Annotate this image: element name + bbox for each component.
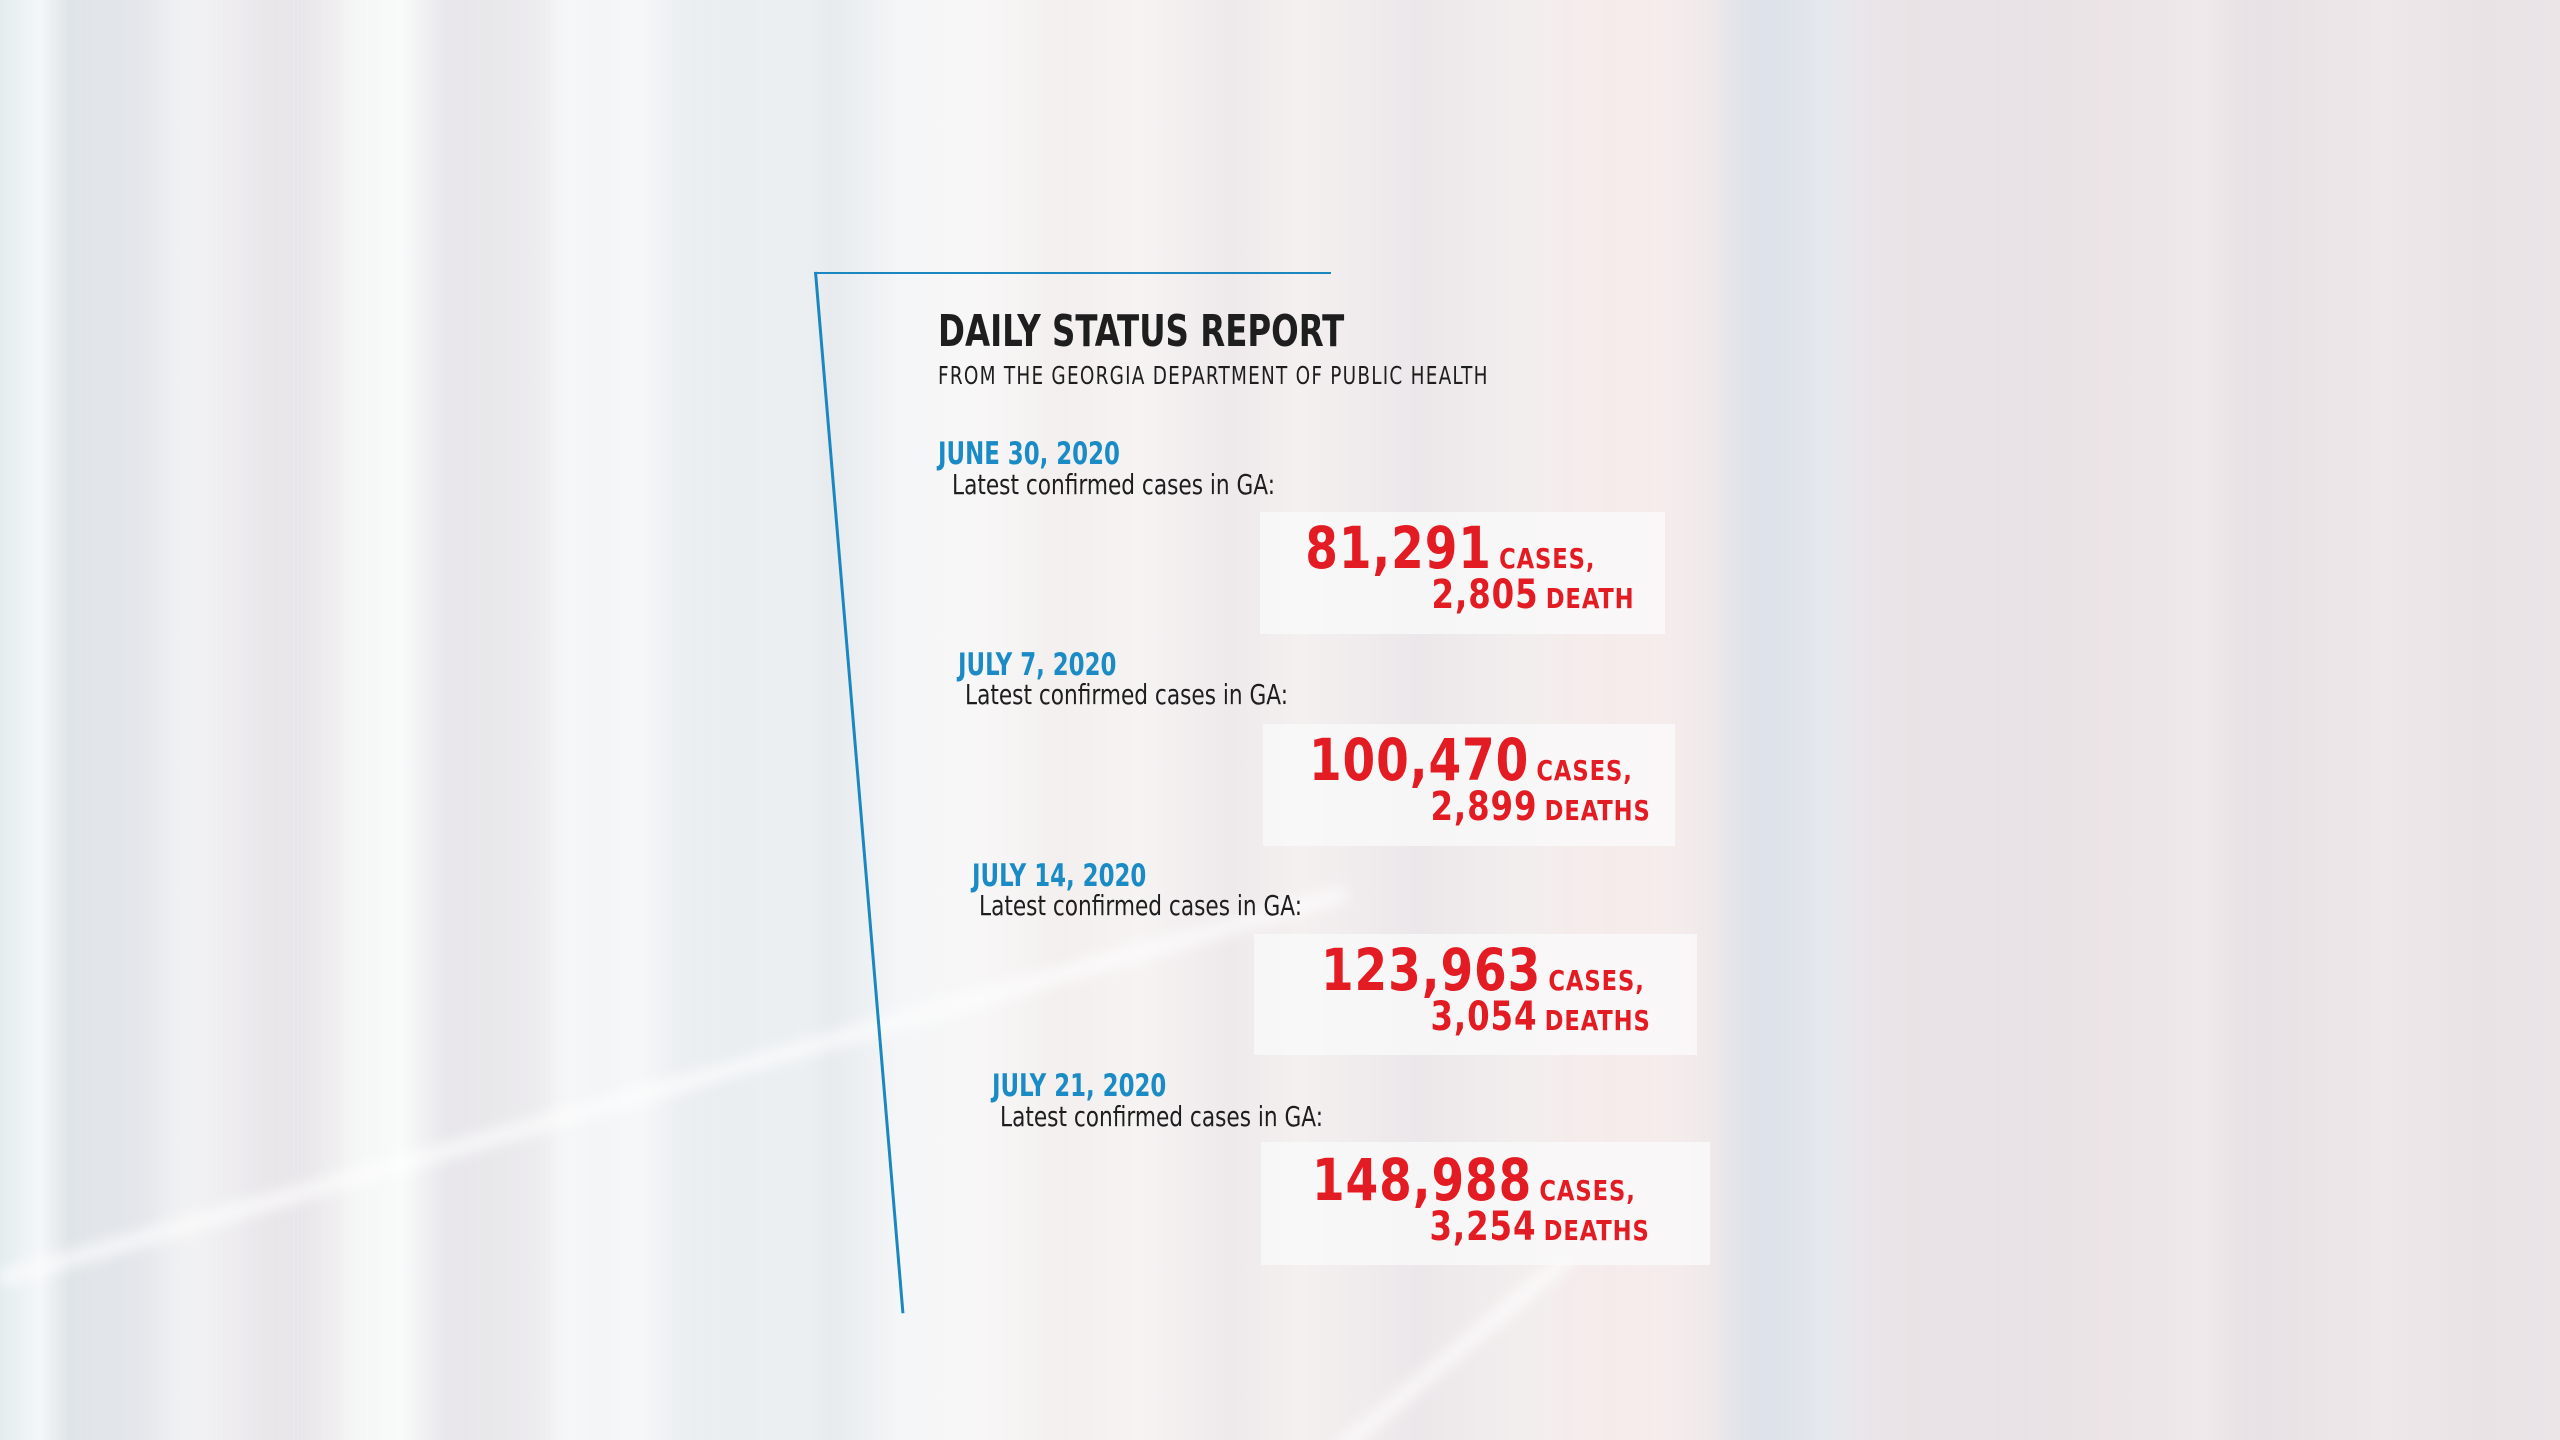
stat-box: 100,470 CASES, 2,899 DEATHS: [1263, 724, 1675, 846]
report-subtitle: FROM THE GEORGIA DEPARTMENT OF PUBLIC HE…: [938, 361, 1489, 390]
cases-line: 100,470 CASES,: [1309, 726, 1633, 794]
entry-label: Latest confirmed cases in GA:: [1000, 1100, 1324, 1133]
deaths-line: 2,805 DEATH: [1432, 572, 1635, 618]
report-title: DAILY STATUS REPORT: [938, 306, 1345, 357]
bracket-top-line: [814, 272, 1331, 274]
cases-unit: CASES,: [1536, 754, 1633, 787]
deaths-line: 3,054 DEATHS: [1431, 994, 1651, 1040]
entry-date: JULY 14, 2020: [972, 858, 1147, 894]
stat-box: 123,963 CASES, 3,054 DEATHS: [1254, 934, 1697, 1055]
cases-count: 123,963: [1321, 936, 1542, 1004]
deaths-line: 2,899 DEATHS: [1431, 784, 1651, 830]
deaths-count: 2,805: [1431, 572, 1539, 618]
stat-box: 148,988 CASES, 3,254 DEATHS: [1261, 1142, 1710, 1265]
deaths-unit: DEATHS: [1543, 1214, 1650, 1247]
deaths-count: 3,254: [1429, 1204, 1537, 1250]
entry-date: JUNE 30, 2020: [938, 436, 1120, 472]
deaths-unit: DEATHS: [1544, 1004, 1651, 1037]
cases-count: 148,988: [1312, 1146, 1533, 1214]
entry-date: JULY 21, 2020: [992, 1068, 1167, 1104]
cases-count: 100,470: [1309, 726, 1530, 794]
deaths-unit: DEATH: [1546, 582, 1635, 615]
entry-label: Latest confirmed cases in GA:: [952, 468, 1276, 501]
cases-line: 81,291 CASES,: [1305, 514, 1595, 582]
entry-label: Latest confirmed cases in GA:: [965, 678, 1289, 711]
deaths-count: 2,899: [1430, 784, 1538, 830]
entry-date: JULY 7, 2020: [958, 647, 1117, 683]
entry-label: Latest confirmed cases in GA:: [979, 889, 1303, 922]
cases-unit: CASES,: [1539, 1174, 1636, 1207]
cases-unit: CASES,: [1498, 542, 1595, 575]
cases-line: 148,988 CASES,: [1312, 1146, 1636, 1214]
deaths-count: 3,054: [1430, 994, 1538, 1040]
deaths-line: 3,254 DEATHS: [1430, 1204, 1650, 1250]
deaths-unit: DEATHS: [1544, 794, 1651, 827]
cases-line: 123,963 CASES,: [1321, 936, 1645, 1004]
cases-count: 81,291: [1304, 514, 1492, 582]
stat-box: 81,291 CASES, 2,805 DEATH: [1260, 512, 1665, 634]
cases-unit: CASES,: [1548, 964, 1645, 997]
